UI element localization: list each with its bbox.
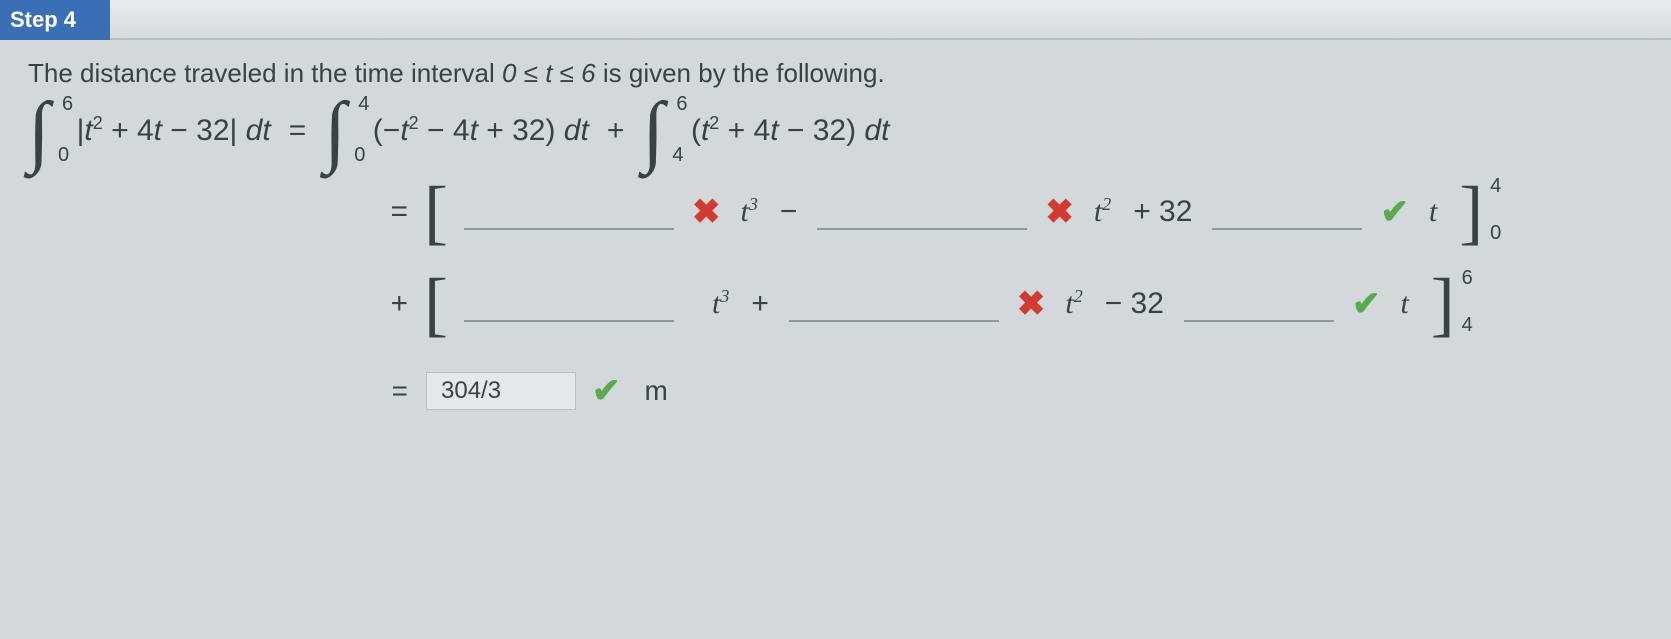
blank-coeff-t2-1[interactable] — [817, 195, 1027, 230]
step-label: Step 4 — [0, 0, 110, 40]
int-lower: 0 — [354, 144, 365, 167]
open-bracket: [ — [424, 279, 448, 329]
close-bracket: ] — [1431, 279, 1455, 329]
row2-lead: + — [378, 287, 408, 321]
eval-upper: 4 — [1490, 175, 1501, 198]
correct-icon: ✔ — [1380, 192, 1409, 232]
plus32-op: + 32 — [1133, 195, 1192, 229]
prompt-text: The distance traveled in the time interv… — [28, 58, 1651, 89]
final-eq: = — [378, 375, 408, 407]
rhs1-integrand: (−t2 − 4t + 32) dt — [356, 114, 589, 148]
blank-coeff-t2-2[interactable] — [789, 287, 999, 322]
int-lower: 0 — [58, 144, 69, 167]
minus-op: − — [780, 195, 798, 229]
blank-linear-1[interactable] — [1212, 195, 1362, 230]
prompt-interval: 0 ≤ t ≤ 6 — [502, 58, 596, 88]
close-bracket: ] — [1459, 187, 1483, 237]
eval-upper: 6 — [1462, 267, 1473, 290]
plus-op: + — [751, 287, 769, 321]
integral-lhs: ∫ 6 0 — [28, 101, 50, 161]
final-answer-box[interactable]: 304/3 — [426, 372, 576, 410]
int-upper: 4 — [358, 93, 369, 116]
step-header: Step 4 — [0, 0, 1671, 40]
int-upper: 6 — [62, 93, 73, 116]
wrong-icon: ✖ — [1017, 284, 1046, 324]
correct-icon: ✔ — [1352, 284, 1381, 324]
int-lower: 4 — [672, 144, 683, 167]
wrong-icon: ✖ — [1045, 192, 1074, 232]
row1-lead: = — [378, 195, 408, 229]
wrong-icon: ✖ — [692, 192, 721, 232]
prompt-trail: is given by the following. — [596, 58, 885, 88]
equals-sign: = — [289, 114, 307, 148]
correct-icon: ✔ — [592, 371, 621, 411]
integral-symbol: ∫ — [28, 101, 50, 161]
term-t3: t3 — [712, 287, 729, 321]
blank-coeff-t3-2[interactable] — [464, 287, 674, 322]
eval-bracket-2: ] 6 4 — [1431, 279, 1455, 329]
integral-rhs2: ∫ 6 4 — [642, 101, 664, 161]
term-t3: t3 — [740, 195, 757, 229]
final-answer-row: = 304/3 ✔ m — [378, 371, 1651, 411]
prompt-lead: The distance traveled in the time interv… — [28, 58, 502, 88]
eval-var: t — [1429, 195, 1437, 229]
term-t2: t2 — [1094, 195, 1111, 229]
eval-var: t — [1400, 287, 1408, 321]
minus32-op: − 32 — [1105, 287, 1164, 321]
integral-rhs1: ∫ 4 0 — [324, 101, 346, 161]
plus-sign: + — [607, 114, 625, 148]
eval-lower: 4 — [1462, 314, 1473, 337]
unit-label: m — [645, 375, 668, 407]
term-t2: t2 — [1065, 287, 1082, 321]
eval-bracket-1: ] 4 0 — [1459, 187, 1483, 237]
equation-row: ∫ 6 0 |t2 + 4t − 32| dt = ∫ 4 0 (−t2 − 4… — [28, 101, 1651, 161]
integral-symbol: ∫ — [324, 101, 346, 161]
open-bracket: [ — [424, 187, 448, 237]
eval-lower: 0 — [1490, 222, 1501, 245]
rhs2-integrand: (t2 + 4t − 32) dt — [674, 114, 889, 148]
int-upper: 6 — [676, 93, 687, 116]
antiderivative-row-2: + [ t3 + ✖ t2 − 32 ✔ t ] 6 4 — [378, 279, 1651, 329]
blank-linear-2[interactable] — [1184, 287, 1334, 322]
integral-symbol: ∫ — [642, 101, 664, 161]
step-divider — [110, 0, 1671, 40]
content-area: The distance traveled in the time interv… — [0, 40, 1671, 411]
antiderivative-row-1: = [ ✖ t3 − ✖ t2 + 32 ✔ t ] 4 0 — [378, 187, 1651, 237]
blank-coeff-t3-1[interactable] — [464, 195, 674, 230]
lhs-integrand: |t2 + 4t − 32| dt — [60, 114, 271, 148]
